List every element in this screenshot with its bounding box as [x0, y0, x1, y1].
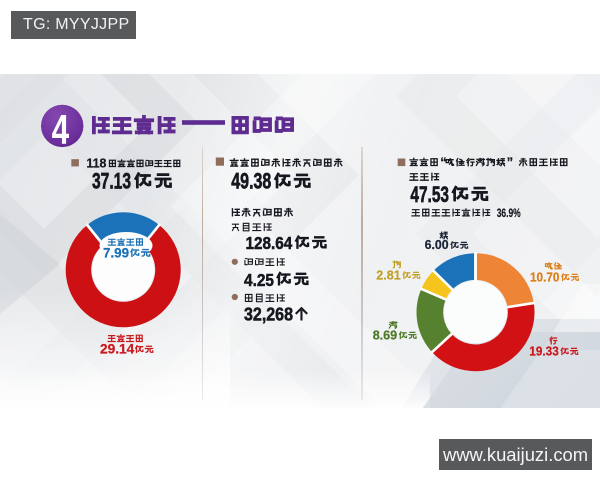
svg-text:“: “: [440, 155, 447, 170]
svg-text:128.64: 128.64: [246, 233, 293, 253]
svg-text:29.14: 29.14: [100, 341, 135, 356]
svg-text:118: 118: [86, 156, 106, 171]
svg-text:47.53: 47.53: [410, 182, 449, 207]
svg-text:37.13: 37.13: [92, 169, 131, 194]
svg-text:36.9%: 36.9%: [497, 206, 521, 220]
svg-text:2.81: 2.81: [376, 267, 401, 282]
svg-text:10.70: 10.70: [530, 269, 560, 284]
svg-text:4.25: 4.25: [244, 270, 274, 290]
svg-text:32,268: 32,268: [244, 305, 293, 325]
svg-text:”: ”: [507, 155, 514, 170]
svg-text:4: 4: [52, 106, 70, 153]
svg-text:7.99: 7.99: [103, 245, 129, 260]
svg-text:6.00: 6.00: [425, 237, 449, 252]
svg-text:8.69: 8.69: [373, 327, 398, 342]
svg-text:49.38: 49.38: [231, 169, 271, 194]
svg-text:19.33: 19.33: [529, 343, 559, 358]
